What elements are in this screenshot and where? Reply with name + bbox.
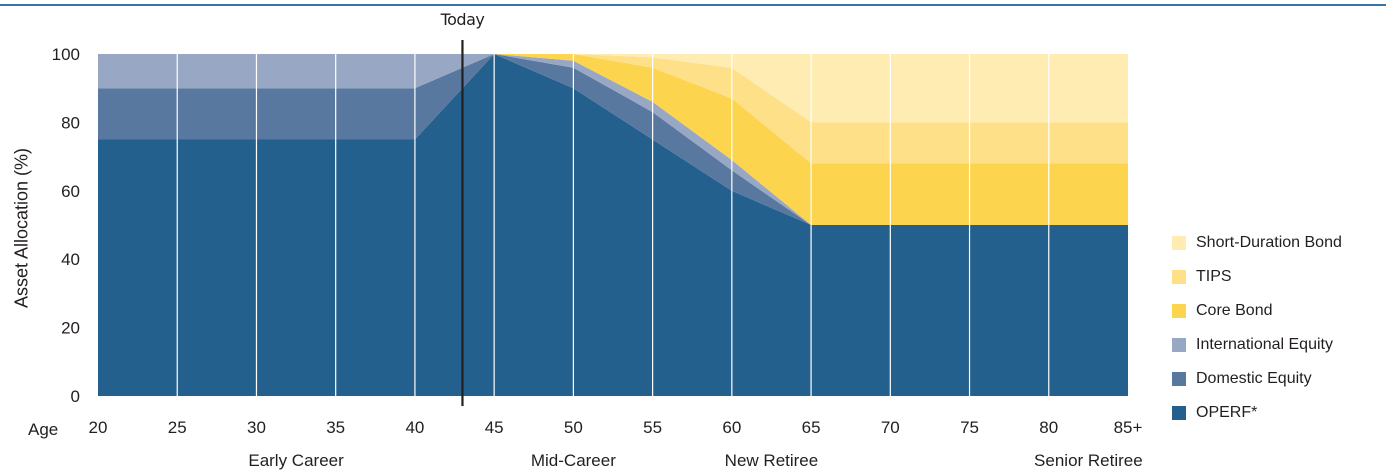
- legend-item-tips: TIPS: [1172, 260, 1342, 294]
- x-tick-label: 55: [643, 418, 662, 437]
- legend-label: Domestic Equity: [1196, 370, 1312, 387]
- legend-swatch: [1172, 270, 1186, 284]
- x-tick-label: 25: [168, 418, 187, 437]
- x-tick-label: 45: [485, 418, 504, 437]
- legend-label: OPERF*: [1196, 404, 1258, 421]
- legend-label: Core Bond: [1196, 302, 1273, 319]
- area-layer: [98, 54, 1128, 396]
- x-tick-label: 30: [247, 418, 266, 437]
- legend-swatch: [1172, 236, 1186, 250]
- legend-label: Short-Duration Bond: [1196, 234, 1342, 251]
- gridline-layer: [176, 54, 1050, 396]
- legend: Short-Duration Bond TIPS Core Bond Internat…: [1172, 226, 1342, 430]
- area-core-bond: [98, 54, 1128, 225]
- legend-swatch: [1172, 338, 1186, 352]
- x-tick-label: 20: [89, 418, 108, 437]
- area-international-equity: [98, 54, 1128, 225]
- x-axis-label: Age: [28, 420, 59, 439]
- top-rule: [0, 4, 1386, 6]
- legend-item-operf: OPERF*: [1172, 396, 1342, 430]
- x-tick-label: 85+: [1114, 418, 1143, 437]
- legend-item-core-bond: Core Bond: [1172, 294, 1342, 328]
- today-label: Today: [440, 10, 485, 29]
- legend-swatch: [1172, 372, 1186, 386]
- x-tick-label: 60: [722, 418, 741, 437]
- y-tick-label: 60: [61, 182, 80, 201]
- x-tick-label: 80: [1039, 418, 1058, 437]
- x-tick-label: 35: [326, 418, 345, 437]
- y-axis-label: Asset Allocation (%): [11, 147, 32, 309]
- x-tick-label: 50: [564, 418, 583, 437]
- y-tick-label: 20: [61, 319, 80, 338]
- y-tick-label: 40: [61, 250, 80, 269]
- stage-label: Senior Retiree: [1034, 451, 1143, 470]
- y-tick-label: 0: [71, 387, 80, 406]
- legend-item-domestic-equity: Domestic Equity: [1172, 362, 1342, 396]
- area-short-duration-bond: [98, 54, 1128, 123]
- legend-item-short-duration-bond: Short-Duration Bond: [1172, 226, 1342, 260]
- area-tips: [98, 54, 1128, 164]
- y-tick-label: 80: [61, 113, 80, 132]
- stage-label: Mid-Career: [530, 451, 616, 470]
- x-tick-label: 70: [881, 418, 900, 437]
- y-tick-label: 100: [52, 45, 80, 64]
- y-tick-layer: 0 20 40 60 80 100: [52, 45, 80, 406]
- area-domestic-equity: [98, 54, 1128, 225]
- x-tick-label: 40: [405, 418, 424, 437]
- legend-swatch: [1172, 406, 1186, 420]
- legend-label: International Equity: [1196, 336, 1333, 353]
- legend-swatch: [1172, 304, 1186, 318]
- legend-item-international-equity: International Equity: [1172, 328, 1342, 362]
- x-tick-label: 75: [960, 418, 979, 437]
- x-tick-layer: 20 25 30 35 40 45 50 55 60 65 70 75 80 85+: [89, 418, 1143, 437]
- legend-label: TIPS: [1196, 268, 1232, 285]
- stage-label: New Retiree: [724, 451, 819, 470]
- x-tick-label: 65: [802, 418, 821, 437]
- stage-label: Early Career: [248, 451, 344, 470]
